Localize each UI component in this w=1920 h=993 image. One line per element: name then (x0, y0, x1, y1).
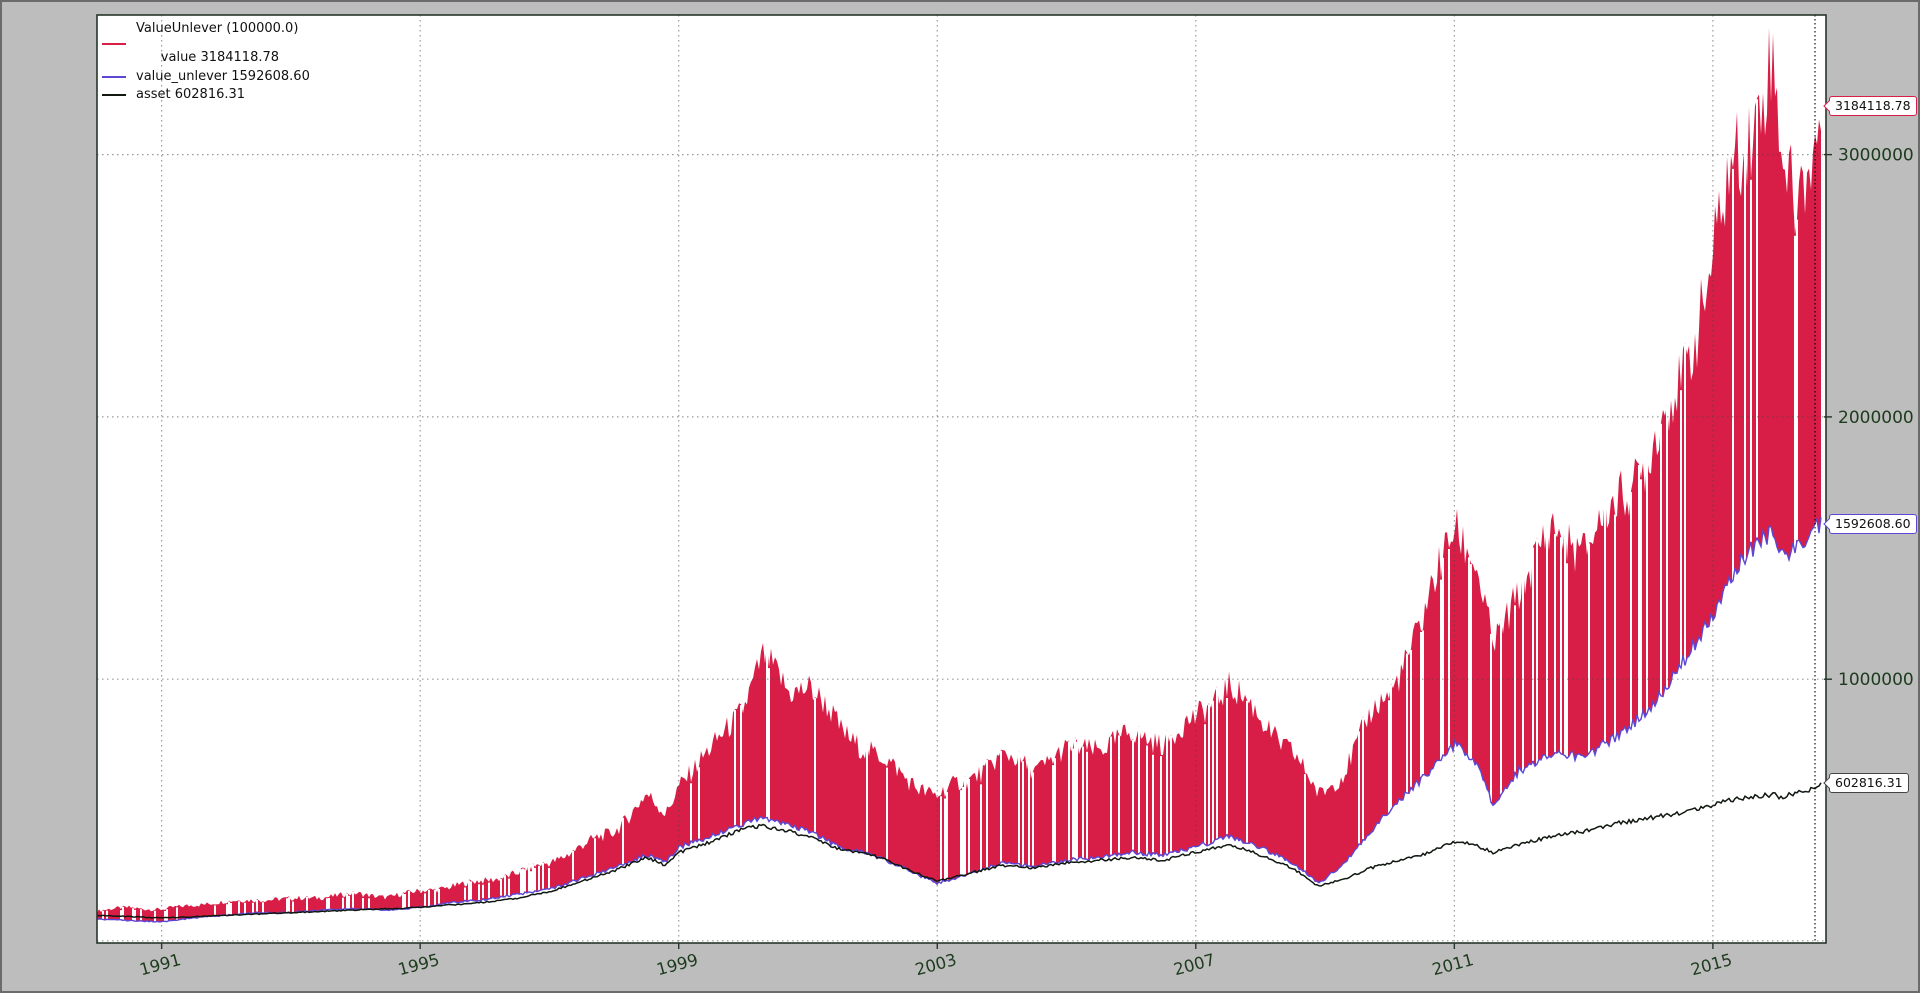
legend-line-2: value 3184118.78 (160, 50, 280, 65)
value-final-tag: 3184118.78 (1829, 96, 1917, 117)
legend-entry-value: ValueUnlever (100000.0) value 3184118.78 (102, 21, 310, 66)
x-tick-label: 1999 (655, 950, 700, 979)
y-tick-label: 2000000 (1838, 408, 1914, 428)
axis-ticks: 1991 1995 1999 2003 2007 2011 2015 3000000 20000… (137, 146, 1913, 980)
legend-label-asset: asset 602816.31 (136, 87, 246, 102)
legend-label-unlever: value_unlever 1592608.60 (136, 68, 310, 84)
x-tick-label: 2015 (1689, 950, 1734, 979)
x-tick-label: 2003 (913, 950, 958, 979)
x-tick-label: 2007 (1172, 950, 1217, 979)
gridlines (97, 15, 1826, 943)
value-unlever-line-series (96, 517, 1822, 923)
unlever-final-tag: 1592608.60 (1829, 513, 1917, 534)
plot-spines (96, 14, 1827, 944)
y-tick-label: 1000000 (1838, 670, 1914, 690)
legend: ValueUnlever (100000.0) value 3184118.78… (102, 21, 310, 103)
asset-line-swatch-icon (102, 94, 126, 97)
legend-entry-asset: asset 602816.31 (102, 87, 310, 103)
asset-line-series (96, 782, 1822, 919)
legend-label-value: ValueUnlever (100000.0) value 3184118.78 (136, 21, 299, 66)
x-tick-label: 1995 (396, 950, 441, 979)
unlever-line-swatch-icon (102, 75, 126, 78)
legend-line-1: ValueUnlever (100000.0) (136, 21, 299, 36)
legend-entry-value-unlever: value_unlever 1592608.60 (102, 68, 310, 85)
y-tick-label: 3000000 (1838, 146, 1914, 166)
value-line-swatch-icon (102, 42, 126, 45)
x-tick-label: 1991 (137, 950, 182, 979)
x-tick-label: 2011 (1430, 950, 1475, 979)
asset-final-tag: 602816.31 (1829, 773, 1909, 794)
